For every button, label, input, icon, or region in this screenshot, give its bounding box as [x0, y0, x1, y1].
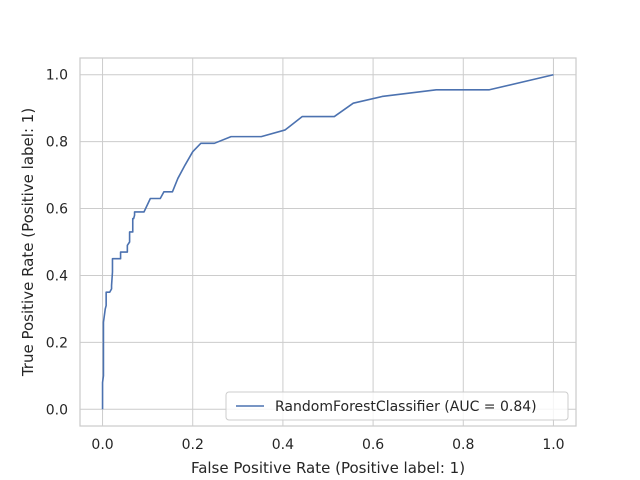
legend-box	[225, 391, 569, 421]
roc-curve-line	[101, 73, 554, 410]
x-axis-label: False Positive Rate (Positive label: 1)	[191, 459, 465, 477]
y-tick-labels: 0.0 0.2 0.4 0.6 0.8 1.0	[46, 68, 68, 419]
y-tick-label: 0.6	[46, 202, 68, 218]
x-tick-label: 0.6	[362, 437, 384, 453]
grid-lines	[80, 58, 576, 426]
y-axis-label: True Positive Rate (Positive label: 1)	[19, 108, 37, 377]
plot-series	[101, 73, 554, 410]
y-tick-label: 0.0	[46, 402, 68, 418]
x-tick-label: 0.2	[182, 437, 204, 453]
x-tick-label: 0.8	[452, 437, 474, 453]
x-tick-label: 0.0	[91, 437, 113, 453]
y-tick-label: 0.4	[46, 268, 68, 284]
plot-frame	[79, 57, 577, 427]
x-tick-label: 0.4	[272, 437, 294, 453]
y-tick-label: 0.2	[46, 335, 68, 351]
legend-label: RandomForestClassifier (AUC = 0.84)	[275, 399, 537, 415]
y-tick-label: 1.0	[46, 68, 68, 84]
x-tick-label: 1.0	[542, 437, 564, 453]
x-tick-labels: 0.0 0.2 0.4 0.6 0.8 1.0	[91, 437, 564, 453]
legend: RandomForestClassifier (AUC = 0.84)	[225, 391, 569, 421]
y-tick-label: 0.8	[46, 135, 68, 151]
